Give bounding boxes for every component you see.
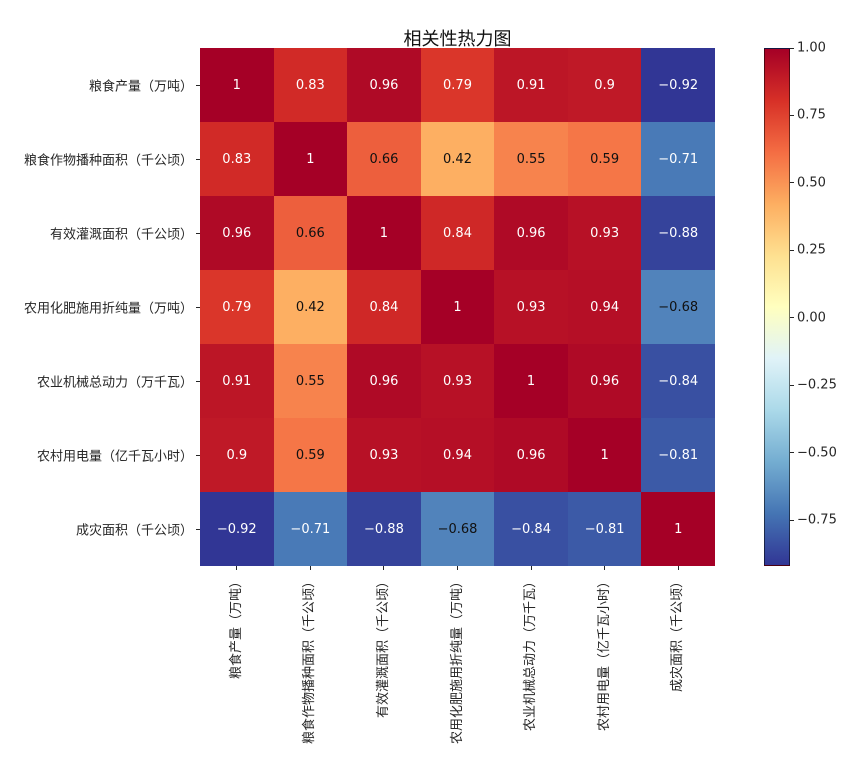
heatmap-cell-r3c7: −0.88 bbox=[641, 196, 715, 270]
x-tick-mark bbox=[457, 566, 458, 570]
heatmap-cell-r2c3: 0.66 bbox=[347, 122, 421, 196]
heatmap-cell-r1c1: 1 bbox=[200, 48, 274, 122]
y-axis-label-7: 成灾面积（千公顷） bbox=[75, 523, 193, 539]
heatmap-cell-r1c2: 0.83 bbox=[273, 48, 348, 122]
heatmap-cell-r5c5: 1 bbox=[494, 344, 568, 418]
x-tick-mark bbox=[604, 566, 606, 570]
y-tick-mark bbox=[196, 528, 200, 530]
chart-title: 相关性热力图 bbox=[403, 29, 512, 50]
heatmap-cell-r1c7: −0.92 bbox=[641, 48, 715, 122]
x-tick-mark bbox=[236, 566, 238, 570]
heatmap-cell-r7c7: 1 bbox=[641, 492, 715, 566]
colorbar-tick-mark bbox=[790, 249, 794, 251]
heatmap-cell-r3c3: 1 bbox=[347, 196, 421, 270]
heatmap-cell-r6c3: 0.93 bbox=[347, 418, 421, 492]
heatmap-cell-r2c1: 0.83 bbox=[200, 122, 274, 196]
heatmap-cell-r6c4: 0.94 bbox=[420, 418, 495, 492]
y-axis-label-3: 有效灌溉面积（千公顷） bbox=[49, 227, 193, 243]
colorbar-tick-label-3: 0.50 bbox=[797, 175, 826, 191]
heatmap-cell-r1c3: 0.96 bbox=[347, 48, 421, 122]
x-axis-label-3: 有效灌溉面积（千公顷） bbox=[375, 575, 391, 719]
heatmap-cell-r1c6: 0.9 bbox=[567, 48, 642, 122]
heatmap-cell-r7c4: −0.68 bbox=[420, 492, 495, 566]
heatmap-cell-r5c1: 0.91 bbox=[200, 344, 274, 418]
heatmap-cell-r3c2: 0.66 bbox=[273, 196, 348, 270]
colorbar-tick-label-4: 0.25 bbox=[797, 242, 826, 258]
heatmap-cell-r4c7: −0.68 bbox=[641, 270, 715, 344]
x-axis-label-6: 农村用电量（亿千瓦小时） bbox=[596, 575, 612, 732]
y-tick-mark bbox=[196, 380, 200, 382]
heatmap-cell-r3c5: 0.96 bbox=[494, 196, 568, 270]
heatmap-grid: 1 0.83 0.96 0.79 0.91 0.9 −0.92 0.83 1 0.66 0.42 0.… bbox=[200, 48, 715, 566]
x-tick-mark bbox=[309, 566, 311, 570]
colorbar-tick-mark bbox=[790, 519, 794, 521]
colorbar-tick-label-5: 0.00 bbox=[797, 310, 826, 326]
x-axis-label-4: 农用化肥施用折纯量（万吨） bbox=[449, 575, 465, 745]
x-axis-label-1: 粮食产量（万吨） bbox=[228, 575, 244, 680]
x-tick-mark bbox=[530, 566, 532, 570]
colorbar-tick-mark bbox=[790, 384, 794, 386]
y-axis-label-5: 农业机械总动力（万千瓦） bbox=[36, 375, 193, 391]
heatmap-cell-r6c1: 0.9 bbox=[200, 418, 274, 492]
heatmap-cell-r5c6: 0.96 bbox=[567, 344, 642, 418]
y-axis-label-6: 农村用电量（亿千瓦小时） bbox=[36, 449, 193, 465]
heatmap-cell-r7c6: −0.81 bbox=[567, 492, 642, 566]
x-axis-label-5: 农业机械总动力（万千瓦） bbox=[523, 575, 539, 732]
heatmap-cell-r2c4: 0.42 bbox=[420, 122, 495, 196]
heatmap-cell-r2c7: −0.71 bbox=[641, 122, 715, 196]
heatmap-cell-r7c5: −0.84 bbox=[494, 492, 568, 566]
heatmap-cell-r7c3: −0.88 bbox=[347, 492, 421, 566]
heatmap-cell-r6c5: 0.96 bbox=[494, 418, 568, 492]
heatmap-cell-r4c3: 0.84 bbox=[347, 270, 421, 344]
colorbar-tick-label-2: 0.75 bbox=[797, 107, 826, 123]
colorbar-tick-label-8: −0.75 bbox=[797, 512, 837, 528]
x-axis-label-2: 粮食作物播种面积（千公顷） bbox=[302, 575, 318, 745]
heatmap-cell-r1c5: 0.91 bbox=[494, 48, 568, 122]
y-tick-mark bbox=[196, 84, 200, 86]
heatmap-cell-r5c4: 0.93 bbox=[420, 344, 495, 418]
heatmap-cell-r4c5: 0.93 bbox=[494, 270, 568, 344]
colorbar-tick-mark bbox=[790, 452, 794, 454]
y-axis-label-4: 农用化肥施用折纯量（万吨） bbox=[23, 301, 193, 317]
heatmap-cell-r7c1: −0.92 bbox=[200, 492, 274, 566]
x-tick-mark bbox=[677, 566, 679, 570]
colorbar-tick-label-6: −0.25 bbox=[797, 377, 837, 393]
y-tick-mark bbox=[196, 158, 200, 160]
heatmap-cell-r6c6: 1 bbox=[567, 418, 642, 492]
heatmap-cell-r5c3: 0.96 bbox=[347, 344, 421, 418]
colorbar-tick-mark bbox=[790, 114, 794, 116]
x-tick-mark bbox=[383, 566, 385, 570]
colorbar-tick-label-1: 1.00 bbox=[797, 40, 826, 56]
y-tick-mark bbox=[196, 454, 200, 456]
heatmap-cell-r4c1: 0.79 bbox=[200, 270, 274, 344]
heatmap-cell-r5c2: 0.55 bbox=[273, 344, 348, 418]
heatmap-cell-r2c2: 1 bbox=[273, 122, 348, 196]
colorbar-tick-mark bbox=[790, 182, 794, 184]
heatmap-cell-r2c5: 0.55 bbox=[494, 122, 568, 196]
colorbar bbox=[764, 48, 790, 566]
heatmap-cell-r4c2: 0.42 bbox=[273, 270, 348, 344]
colorbar-tick-label-7: −0.50 bbox=[797, 445, 837, 461]
heatmap-cell-r2c6: 0.59 bbox=[567, 122, 642, 196]
heatmap-cell-r4c4: 1 bbox=[420, 270, 495, 344]
heatmap-cell-r3c4: 0.84 bbox=[420, 196, 495, 270]
y-tick-mark bbox=[196, 306, 200, 308]
y-axis-label-2: 粮食作物播种面积（千公顷） bbox=[23, 153, 193, 169]
heatmap-cell-r7c2: −0.71 bbox=[273, 492, 348, 566]
colorbar-tick-mark bbox=[790, 317, 794, 319]
y-axis-label-1: 粮食产量（万吨） bbox=[88, 79, 193, 95]
heatmap-cell-r3c1: 0.96 bbox=[200, 196, 274, 270]
heatmap-cell-r6c7: −0.81 bbox=[641, 418, 715, 492]
heatmap-cell-r4c6: 0.94 bbox=[567, 270, 642, 344]
x-axis-label-7: 成灾面积（千公顷） bbox=[670, 575, 686, 693]
colorbar-tick-mark bbox=[790, 47, 794, 49]
heatmap-cell-r1c4: 0.79 bbox=[420, 48, 495, 122]
heatmap-cell-r3c6: 0.93 bbox=[567, 196, 642, 270]
heatmap-cell-r6c2: 0.59 bbox=[273, 418, 348, 492]
y-tick-mark bbox=[196, 232, 200, 234]
heatmap-cell-r5c7: −0.84 bbox=[641, 344, 715, 418]
